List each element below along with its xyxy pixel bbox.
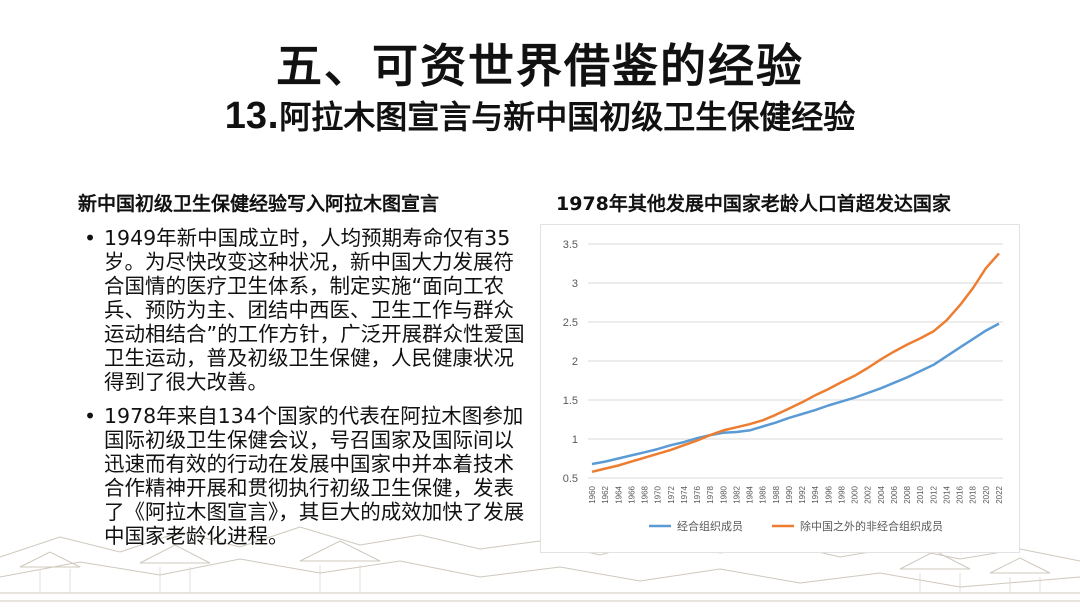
x-tick-label: 1960 (588, 485, 597, 503)
x-tick-label: 2014 (942, 485, 951, 503)
x-tick-label: 1980 (719, 485, 728, 503)
x-tick-label: 2016 (956, 485, 965, 503)
bullet-item: • 1978年来自134个国家的代表在阿拉木图参加国际初级卫生保健会议，号召国家及… (82, 404, 527, 548)
x-tick-label: 1996 (824, 485, 833, 503)
x-tick-label: 1970 (654, 485, 663, 503)
bullet-dot-icon: • (84, 226, 97, 250)
x-tick-label: 1972 (667, 485, 676, 503)
y-tick-label: 1 (572, 434, 578, 446)
x-tick-label: 2006 (890, 485, 899, 503)
x-tick-label: 1964 (614, 485, 623, 503)
subtitle-number: 13 (224, 95, 268, 137)
chart-canvas: 0.5 1 1.5 2 2.5 3 3.5 1960 1962 1964 1966 1968 1970 1… (563, 239, 1004, 533)
bullet-list: • 1949年新中国成立时，人均预期寿命仅有35岁。为尽快改变这种状况，新中国大力… (82, 226, 527, 558)
x-tick-label: 1994 (811, 485, 820, 503)
subtitle-text: .阿拉木图宣言与新中国初级卫生保健经验 (267, 98, 856, 136)
x-tick-label: 1976 (693, 485, 702, 503)
y-tick-label: 0.5 (563, 473, 578, 485)
x-tick-label: 2010 (916, 485, 925, 503)
legend-label: 经合组织成员 (677, 519, 743, 533)
x-tick-label: 1978 (706, 485, 715, 503)
bullet-dot-icon: • (84, 404, 97, 428)
x-tick-label: 2008 (903, 485, 912, 503)
x-tick-label: 1998 (837, 485, 846, 503)
series-line (591, 322, 1000, 466)
chart-heading: 1978年其他发展中国家老龄人口首超发达国家 (556, 193, 951, 215)
x-tick-label: 1984 (746, 485, 755, 503)
x-tick-label: 1962 (601, 485, 610, 503)
x-tick-label: 1986 (759, 485, 768, 503)
y-tick-label: 2.5 (563, 317, 578, 329)
x-tick-label: 1968 (641, 485, 650, 503)
x-tick-label: 1990 (785, 485, 794, 503)
x-tick-label: 2000 (851, 485, 860, 503)
y-tick-label: 3.5 (563, 239, 578, 251)
bullet-text: 1949年新中国成立时，人均预期寿命仅有35岁。为尽快改变这种状况，新中国大力发… (104, 226, 525, 394)
x-tick-label: 1974 (680, 485, 689, 503)
x-tick-label: 2012 (929, 485, 938, 503)
x-tick-label: 2022 (995, 485, 1004, 503)
x-tick-label: 1988 (772, 485, 781, 503)
slide-title: 五、可资世界借鉴的经验 (276, 39, 804, 93)
series-line (591, 252, 1000, 474)
x-tick-label: 2020 (982, 485, 991, 503)
x-tick-label: 2004 (877, 485, 886, 503)
x-tick-label: 1982 (732, 485, 741, 503)
left-section-heading: 新中国初级卫生保健经验写入阿拉木图宣言 (78, 193, 440, 215)
bullet-text: 1978年来自134个国家的代表在阿拉木图参加国际初级卫生保健会议，号召国家及国… (104, 404, 525, 548)
x-tick-label: 2018 (969, 485, 978, 503)
y-tick-label: 1.5 (563, 395, 578, 407)
line-chart: 0.5 1 1.5 2 2.5 3 3.5 1960 1962 1964 1966 1968 1970 1… (540, 224, 1020, 553)
legend-label: 除中国之外的非经合组织成员 (800, 519, 943, 533)
x-tick-label: 1992 (798, 485, 807, 503)
slide-subtitle: 13.阿拉木图宣言与新中国初级卫生保健经验 (0, 92, 1080, 138)
bullet-item: • 1949年新中国成立时，人均预期寿命仅有35岁。为尽快改变这种状况，新中国大力… (82, 226, 527, 394)
x-tick-label: 2002 (864, 485, 873, 503)
y-tick-label: 2 (572, 356, 578, 368)
y-tick-label: 3 (572, 278, 578, 290)
x-tick-label: 1966 (627, 485, 636, 503)
